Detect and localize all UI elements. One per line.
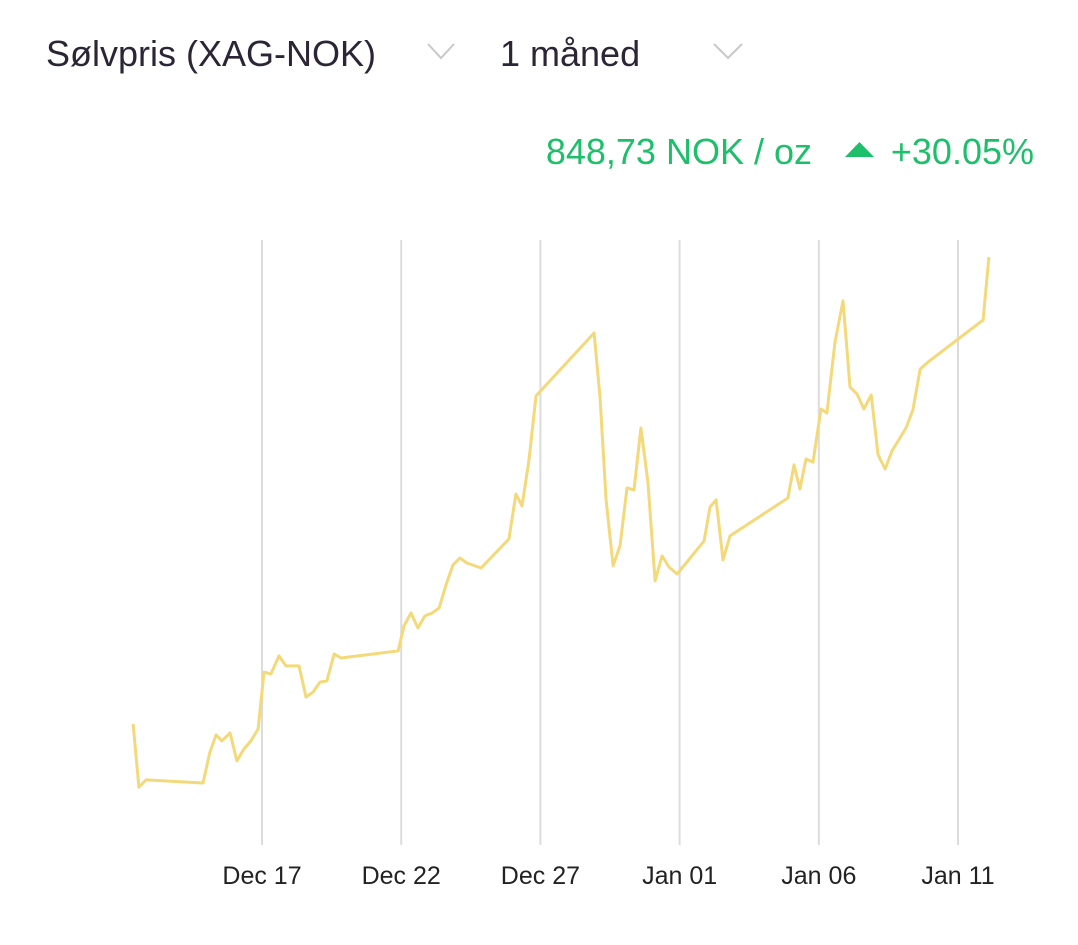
- period-select[interactable]: 1 måned: [500, 33, 640, 74]
- x-tick-label: Dec 17: [222, 862, 301, 890]
- x-tick-label: Jan 11: [921, 862, 994, 890]
- price: 848,73 NOK / oz: [546, 131, 812, 172]
- x-tick-label: Jan 01: [642, 862, 717, 890]
- x-tick-label: Dec 27: [501, 862, 580, 890]
- plot: Dec 17 Dec 22 Dec 27 Jan 01 Jan 06 Jan 11: [131, 240, 995, 890]
- price-line: [131, 256, 991, 789]
- x-tick-label: Jan 06: [781, 862, 856, 890]
- chevron[interactable]: [713, 43, 743, 60]
- change: +30.05%: [891, 131, 1034, 172]
- chevron[interactable]: [427, 43, 455, 60]
- up-arrow: [845, 142, 874, 157]
- x-tick-label: Dec 22: [362, 862, 441, 890]
- instrument-select[interactable]: Sølvpris (XAG-NOK): [46, 33, 376, 74]
